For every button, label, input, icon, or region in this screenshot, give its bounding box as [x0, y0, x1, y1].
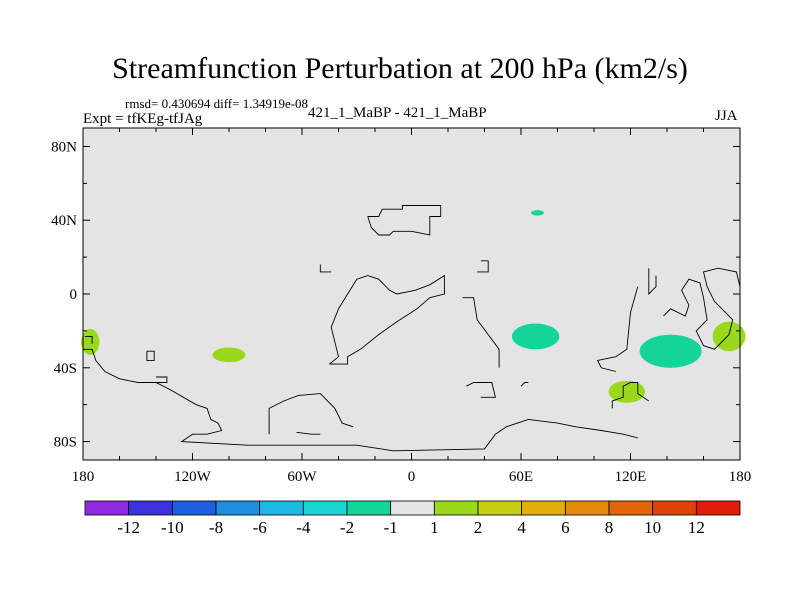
- x-tick-label-0: 180: [72, 469, 95, 485]
- coastline-4: [268, 393, 354, 435]
- plot-background: [83, 128, 740, 460]
- x-tick-label-4: 60E: [509, 469, 533, 485]
- colorbar-label-12: 10: [644, 518, 661, 537]
- colorbar-swatch-2: [171, 500, 217, 516]
- anomaly-blob-6: [712, 321, 746, 352]
- coastline-12: [477, 260, 489, 273]
- colorbar-label-9: 4: [517, 518, 526, 537]
- anomaly-layer: [81, 210, 746, 403]
- coastline-6: [329, 274, 445, 365]
- colorbar-swatch-6: [346, 500, 392, 516]
- anomaly-blob-4: [608, 380, 646, 403]
- colorbar-swatch-13: [652, 500, 697, 516]
- x-tick-label-3: 0: [408, 469, 416, 485]
- x-tick-label-6: 180: [729, 469, 752, 485]
- tick-layer: 180 120W 60W 0 60E 120E 180 80N 40N 0 40S 80S: [51, 128, 751, 485]
- coastline-0: [83, 348, 638, 452]
- coastline-2: [146, 350, 155, 361]
- coastline-7: [367, 205, 442, 236]
- colorbar-swatch-1: [128, 500, 173, 516]
- season-label: JJA: [715, 108, 738, 124]
- anomaly-blob-3: [511, 323, 560, 350]
- y-tick-label-4: 80S: [54, 435, 77, 451]
- colorbar-swatch-5: [302, 500, 348, 516]
- anomaly-blob-1: [212, 347, 246, 363]
- colorbar-label-3: -6: [253, 518, 267, 537]
- x-tick-label-1: 120W: [174, 469, 212, 485]
- colorbar-label-11: 8: [605, 518, 614, 537]
- coastline-13: [611, 382, 650, 409]
- colorbar-label-5: -2: [340, 518, 354, 537]
- coastline-8: [462, 297, 500, 368]
- anomaly-blob-0: [81, 329, 100, 355]
- colorbar-label-10: 6: [561, 518, 570, 537]
- colorbar-swatch-8: [433, 500, 479, 516]
- experiment-label: Expt = tfKEg-tfJAg: [83, 111, 203, 127]
- colorbar-swatch-0: [84, 500, 130, 516]
- colorbar-label-8: 2: [474, 518, 483, 537]
- colorbar-swatch-4: [259, 500, 304, 516]
- colorbar-swatch-9: [477, 500, 523, 516]
- colorbar-label-1: -10: [161, 518, 184, 537]
- colorbar-swatch-14: [695, 500, 741, 516]
- coastline-15: [648, 268, 657, 296]
- chart-title: Streamfunction Perturbation at 200 hPa (…: [112, 52, 688, 85]
- colorbar-swatch-3: [215, 500, 261, 516]
- colorbar-label-2: -8: [209, 518, 223, 537]
- colorbar-label-7: 1: [430, 518, 439, 537]
- y-tick-label-3: 40S: [54, 361, 77, 377]
- colorbar-swatch-10: [521, 500, 566, 516]
- colorbar-swatch-7: [390, 500, 435, 516]
- coastline-3: [156, 376, 168, 383]
- colorbar-swatch-11: [564, 500, 610, 516]
- coastline-5: [296, 431, 321, 435]
- center-label: 421_1_MaBP - 421_1_MaBP: [308, 105, 487, 121]
- coastline-16: [663, 267, 741, 350]
- coastline-14: [596, 286, 639, 372]
- anomaly-blob-5: [639, 334, 702, 368]
- stats-line: rmsd= 0.430694 diff= 1.34919e-08: [125, 96, 309, 111]
- x-tick-label-5: 120E: [615, 469, 647, 485]
- y-tick-label-1: 40N: [51, 213, 77, 229]
- anomaly-blob-2: [531, 210, 544, 216]
- coastline-layer: [83, 205, 741, 452]
- colorbar-label-0: -12: [117, 518, 140, 537]
- colorbar-label-13: 12: [688, 518, 705, 537]
- x-tick-label-2: 60W: [287, 469, 317, 485]
- coastline-10: [520, 382, 529, 387]
- coastline-1: [84, 335, 93, 344]
- colorbar-label-4: -4: [296, 518, 311, 537]
- colorbar-label-6: -1: [384, 518, 398, 537]
- colorbar: -12 -10 -8 -6 -4 -2 -1 1 2 4 6 8 10 12: [84, 500, 741, 537]
- y-tick-label-2: 0: [70, 287, 78, 303]
- coastline-9: [466, 382, 496, 398]
- colorbar-swatch-12: [608, 500, 654, 516]
- y-tick-label-0: 80N: [51, 139, 77, 155]
- coastline-11: [319, 264, 332, 273]
